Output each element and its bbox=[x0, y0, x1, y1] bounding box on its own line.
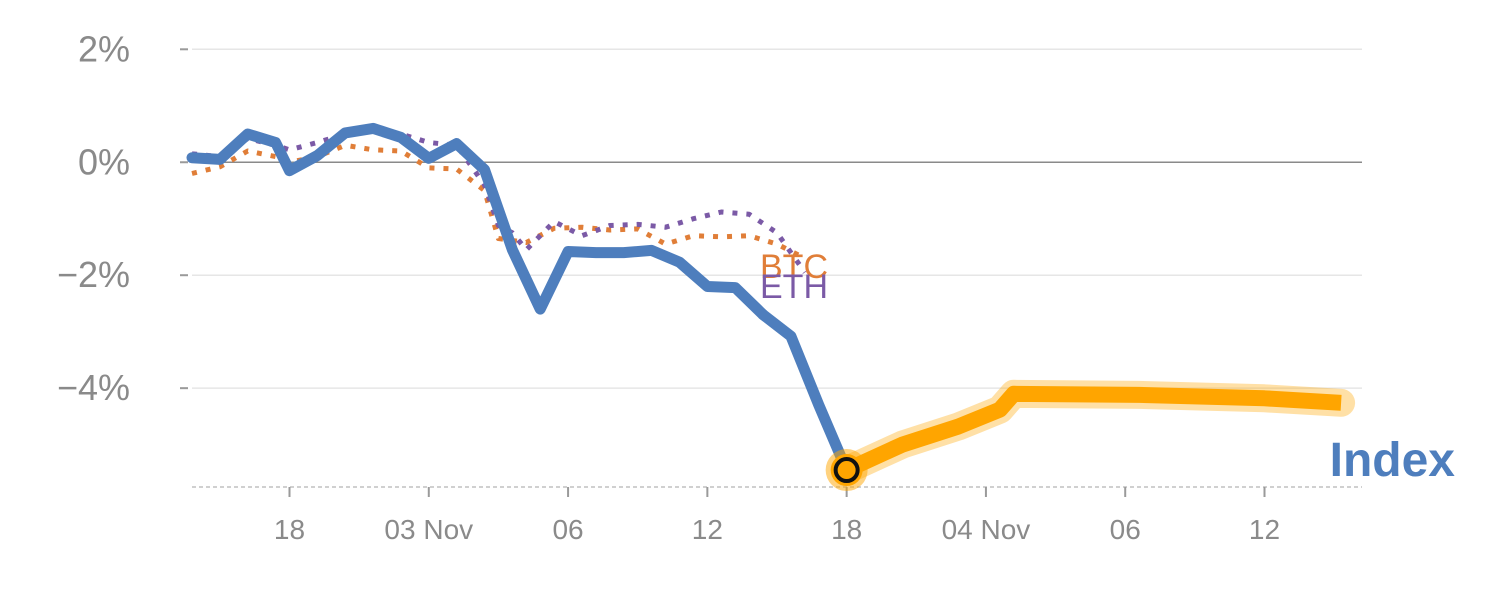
index-line bbox=[186, 122, 769, 321]
index-line bbox=[757, 309, 853, 476]
x-tick-label: 06 bbox=[552, 514, 583, 545]
axes: 2% 0% −2% −4% 18 03 Nov 06 12 18 04 Nov 06 12 bbox=[57, 28, 1362, 545]
x-tick-label: 18 bbox=[831, 514, 862, 545]
current-point-marker bbox=[825, 449, 868, 492]
x-tick-label: 03 Nov bbox=[384, 514, 473, 545]
index-projection-line bbox=[843, 385, 1342, 478]
y-tick-label: −2% bbox=[57, 254, 130, 295]
gridlines bbox=[180, 48, 1362, 390]
x-tick-label: 12 bbox=[1249, 514, 1280, 545]
x-tick-label: 12 bbox=[692, 514, 723, 545]
y-tick-label: 0% bbox=[78, 141, 130, 182]
x-tick-label: 06 bbox=[1110, 514, 1141, 545]
series bbox=[186, 122, 1356, 485]
marker-ring bbox=[833, 457, 860, 484]
y-tick-label: 2% bbox=[78, 28, 130, 69]
btc-series-label: BTC bbox=[760, 248, 828, 286]
x-tick-label: 04 Nov bbox=[942, 514, 1031, 545]
index-series-label: Index bbox=[1330, 434, 1456, 487]
x-tick-label: 18 bbox=[274, 514, 305, 545]
eth-series-label: ETH bbox=[760, 268, 828, 306]
y-tick-label: −4% bbox=[57, 367, 130, 408]
